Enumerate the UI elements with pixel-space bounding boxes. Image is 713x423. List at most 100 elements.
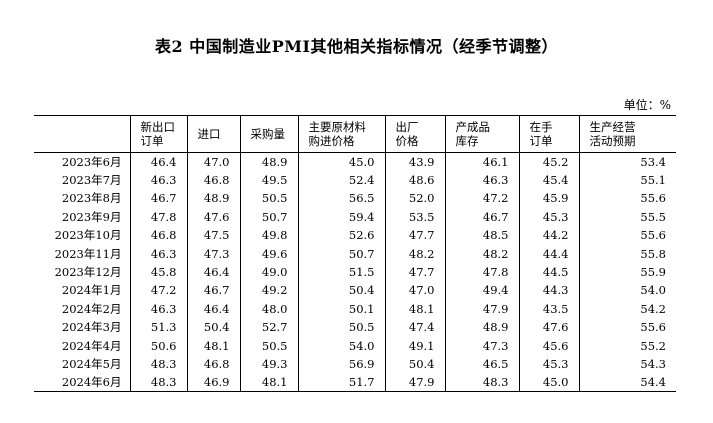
table-row: 2024年1月 47.2 46.7 49.2 50.4 47.0 49.4 44.3 54.0 bbox=[34, 281, 676, 300]
data-cell: 47.2 bbox=[129, 281, 187, 300]
table-row: 2023年8月 46.7 48.9 50.5 56.5 52.0 47.2 45.9 55.6 bbox=[34, 189, 676, 208]
data-cell: 48.0 bbox=[239, 299, 298, 319]
data-cell: 50.4 bbox=[297, 281, 385, 300]
data-cell: 48.5 bbox=[444, 226, 519, 245]
data-cell: 47.8 bbox=[129, 207, 187, 227]
row-month-label: 2023年12月 bbox=[54, 265, 122, 280]
data-cell: 46.4 bbox=[129, 152, 187, 171]
column-header: 采购量 bbox=[239, 115, 298, 153]
data-cell: 46.4 bbox=[186, 262, 240, 282]
data-cell: 46.3 bbox=[129, 170, 187, 190]
data-cell: 49.5 bbox=[239, 170, 298, 190]
data-cell: 48.2 bbox=[444, 244, 519, 263]
row-month-label: 2024年2月 bbox=[61, 301, 122, 316]
data-cell: 49.8 bbox=[239, 226, 298, 245]
data-cell: 43.9 bbox=[384, 152, 445, 171]
data-cell: 43.5 bbox=[518, 299, 579, 319]
row-month-label: 2024年6月 bbox=[34, 373, 130, 393]
data-cell: 46.4 bbox=[186, 299, 240, 319]
table-row: 2023年11月 46.3 47.3 49.6 50.7 48.2 48.2 44.4 55.8 bbox=[34, 244, 676, 263]
table-row: 2023年12月 45.8 46.4 49.0 51.5 47.7 47.8 44.5 55.9 bbox=[34, 262, 676, 282]
data-cell: 46.1 bbox=[444, 152, 519, 171]
data-cell: 47.6 bbox=[186, 207, 240, 227]
data-cell: 47.2 bbox=[444, 189, 519, 208]
data-cell: 45.8 bbox=[129, 262, 187, 282]
data-cell: 50.1 bbox=[297, 299, 385, 319]
data-cell: 48.9 bbox=[186, 189, 240, 208]
data-cell: 49.0 bbox=[239, 262, 298, 282]
pmi-indicators-table: 新出口 订单 进口 采购量 主要原材料 购进价格 出厂 价格 产成品 库存 在手 订单 生产经营 活动预期… bbox=[34, 115, 676, 393]
data-cell: 47.9 bbox=[444, 299, 519, 319]
data-cell: 45.3 bbox=[518, 207, 579, 227]
data-cell: 46.5 bbox=[444, 354, 519, 374]
data-cell: 48.2 bbox=[384, 244, 445, 263]
data-cell: 49.4 bbox=[444, 281, 519, 300]
column-header: 进口 bbox=[186, 115, 240, 153]
data-cell: 55.1 bbox=[578, 170, 676, 190]
column-header: 产成品 库存 bbox=[444, 115, 519, 153]
data-cell: 45.2 bbox=[518, 152, 579, 171]
data-cell: 56.9 bbox=[297, 354, 385, 374]
data-cell: 47.7 bbox=[384, 262, 445, 282]
data-cell: 48.1 bbox=[239, 373, 298, 393]
row-month-label: 2023年9月 bbox=[61, 209, 122, 224]
data-cell: 47.8 bbox=[444, 262, 519, 282]
unit-label: 单位：% bbox=[623, 98, 671, 112]
row-month-label: 2024年1月 bbox=[61, 283, 122, 298]
header-corner bbox=[34, 115, 130, 153]
data-cell: 55.9 bbox=[578, 262, 676, 282]
data-cell: 55.6 bbox=[578, 318, 676, 337]
data-cell: 46.3 bbox=[129, 244, 187, 263]
row-month-label: 2024年4月 bbox=[61, 338, 122, 353]
data-cell: 46.3 bbox=[129, 299, 187, 319]
data-cell: 49.2 bbox=[239, 281, 298, 300]
data-cell: 45.0 bbox=[518, 373, 579, 393]
table-row: 2023年6月 46.4 47.0 48.9 45.0 43.9 46.1 45.2 53.4 bbox=[34, 152, 676, 171]
row-month-label: 2023年8月 bbox=[61, 191, 122, 206]
data-cell: 47.0 bbox=[186, 152, 240, 171]
header-row: 新出口 订单 进口 采购量 主要原材料 购进价格 出厂 价格 产成品 库存 在手 订单 生产经营 活动预期 bbox=[34, 115, 676, 153]
data-cell: 50.5 bbox=[297, 318, 385, 337]
data-cell: 48.6 bbox=[384, 170, 445, 190]
data-cell: 46.7 bbox=[186, 281, 240, 300]
data-cell: 45.9 bbox=[518, 189, 579, 208]
column-header: 出厂 价格 bbox=[384, 115, 445, 153]
data-cell: 50.5 bbox=[239, 189, 298, 208]
data-cell: 45.0 bbox=[297, 152, 385, 171]
data-cell: 54.0 bbox=[578, 281, 676, 300]
data-cell: 46.3 bbox=[444, 170, 519, 190]
data-cell: 54.4 bbox=[578, 373, 676, 393]
data-cell: 55.2 bbox=[578, 336, 676, 355]
data-cell: 48.1 bbox=[384, 299, 445, 319]
data-cell: 44.3 bbox=[518, 281, 579, 300]
data-cell: 56.5 bbox=[297, 189, 385, 208]
row-month-label: 2024年5月 bbox=[61, 356, 122, 371]
data-cell: 47.9 bbox=[384, 373, 445, 393]
data-cell: 46.8 bbox=[186, 354, 240, 374]
data-cell: 55.5 bbox=[578, 207, 676, 227]
data-cell: 55.6 bbox=[578, 189, 676, 208]
data-cell: 46.8 bbox=[129, 226, 187, 245]
data-cell: 49.6 bbox=[239, 244, 298, 263]
data-cell: 48.3 bbox=[129, 354, 187, 374]
column-header: 新出口 订单 bbox=[129, 115, 187, 153]
column-header: 主要原材料 购进价格 bbox=[297, 115, 385, 153]
table-row: 2024年5月 48.3 46.8 49.3 56.9 50.4 46.5 45.3 54.3 bbox=[34, 354, 676, 374]
data-cell: 46.8 bbox=[186, 170, 240, 190]
table-row: 2023年7月 46.3 46.8 49.5 52.4 48.6 46.3 45.4 55.1 bbox=[34, 170, 676, 190]
table-row: 2023年10月 46.8 47.5 49.8 52.6 47.7 48.5 44.2 55.6 bbox=[34, 226, 676, 245]
table-title: 表2 中国制造业PMI其他相关指标情况（经季节调整） bbox=[155, 37, 558, 56]
data-cell: 51.3 bbox=[129, 318, 187, 337]
data-cell: 55.8 bbox=[578, 244, 676, 263]
data-cell: 50.4 bbox=[186, 318, 240, 337]
data-cell: 50.4 bbox=[384, 354, 445, 374]
data-cell: 51.5 bbox=[297, 262, 385, 282]
data-cell: 53.4 bbox=[578, 152, 676, 171]
table-row: 2024年4月 50.6 48.1 50.5 54.0 49.1 47.3 45.6 55.2 bbox=[34, 336, 676, 355]
data-cell: 48.9 bbox=[239, 152, 298, 171]
data-cell: 54.3 bbox=[578, 354, 676, 374]
data-cell: 52.7 bbox=[239, 318, 298, 337]
data-cell: 47.4 bbox=[384, 318, 445, 337]
data-cell: 49.3 bbox=[239, 354, 298, 374]
data-cell: 46.7 bbox=[444, 207, 519, 227]
